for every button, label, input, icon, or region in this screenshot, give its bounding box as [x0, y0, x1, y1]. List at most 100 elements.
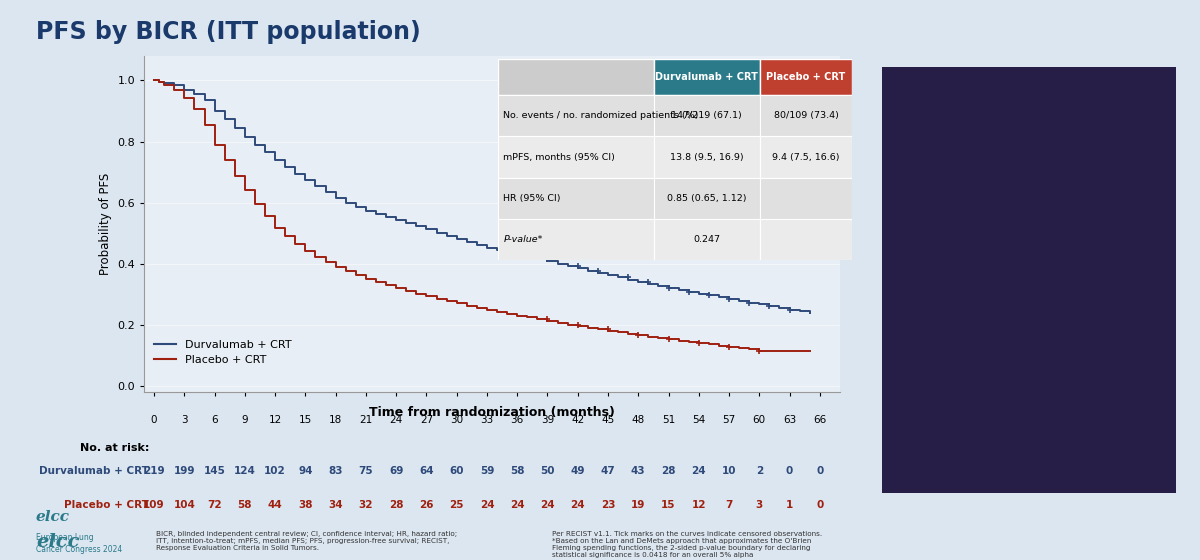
Text: Cancer Congress 2024: Cancer Congress 2024: [36, 544, 122, 554]
Text: 0: 0: [786, 466, 793, 475]
Bar: [654, 95, 760, 137]
Bar: [654, 178, 760, 219]
Text: 32: 32: [359, 500, 373, 510]
Text: 124: 124: [234, 466, 256, 475]
Text: 60: 60: [450, 466, 464, 475]
Text: 28: 28: [661, 466, 676, 475]
Text: 145: 145: [204, 466, 226, 475]
Text: 199: 199: [174, 466, 196, 475]
Text: 12: 12: [691, 500, 706, 510]
Text: 63: 63: [782, 416, 796, 425]
Text: 21: 21: [359, 416, 372, 425]
Text: 2: 2: [756, 466, 763, 475]
Text: 3: 3: [756, 500, 763, 510]
Text: 3: 3: [181, 416, 187, 425]
Text: 24: 24: [540, 500, 554, 510]
Text: Per RECIST v1.1. Tick marks on the curves indicate censored observations.
*Based: Per RECIST v1.1. Tick marks on the curve…: [552, 531, 822, 558]
Text: 33: 33: [480, 416, 493, 425]
Bar: [760, 219, 852, 260]
Text: HR (95% CI): HR (95% CI): [503, 194, 560, 203]
Bar: [760, 95, 852, 137]
Bar: [654, 219, 760, 260]
Text: 75: 75: [359, 466, 373, 475]
Bar: [498, 95, 654, 137]
Text: 19: 19: [631, 500, 646, 510]
Bar: [498, 219, 654, 260]
Bar: [498, 137, 654, 178]
Text: 50: 50: [540, 466, 554, 475]
Text: 64: 64: [419, 466, 433, 475]
Text: 58: 58: [238, 500, 252, 510]
Text: elcc: elcc: [36, 533, 79, 551]
Text: 6: 6: [211, 416, 218, 425]
Text: Placebo + CRT: Placebo + CRT: [64, 500, 149, 510]
Text: 44: 44: [268, 500, 282, 510]
Text: 57: 57: [722, 416, 736, 425]
Text: 38: 38: [298, 500, 313, 510]
Text: 43: 43: [631, 466, 646, 475]
Text: 24: 24: [390, 416, 403, 425]
Bar: [498, 178, 654, 219]
Bar: [654, 137, 760, 178]
Text: Time from randomization (months): Time from randomization (months): [370, 406, 614, 419]
Text: 104: 104: [174, 500, 196, 510]
Text: 1: 1: [786, 500, 793, 510]
Text: 36: 36: [510, 416, 524, 425]
Text: 24: 24: [480, 500, 494, 510]
Bar: [760, 178, 852, 219]
Text: 51: 51: [662, 416, 676, 425]
Legend: Durvalumab + CRT, Placebo + CRT: Durvalumab + CRT, Placebo + CRT: [150, 335, 296, 370]
Text: 15: 15: [661, 500, 676, 510]
Text: 28: 28: [389, 500, 403, 510]
Text: 42: 42: [571, 416, 584, 425]
Text: 24: 24: [510, 500, 524, 510]
Text: Durvalumab + CRT: Durvalumab + CRT: [655, 72, 758, 82]
Text: Durvalumab + CRT: Durvalumab + CRT: [40, 466, 149, 475]
Text: 47: 47: [601, 466, 616, 475]
Text: 13.8 (9.5, 16.9): 13.8 (9.5, 16.9): [670, 152, 744, 162]
Text: 54: 54: [692, 416, 706, 425]
Text: 83: 83: [329, 466, 343, 475]
Text: 23: 23: [601, 500, 616, 510]
Text: BICR, blinded independent central review; CI, confidence interval; HR, hazard ra: BICR, blinded independent central review…: [156, 531, 457, 551]
Text: 24: 24: [570, 500, 586, 510]
Text: 30: 30: [450, 416, 463, 425]
Text: 80/109 (73.4): 80/109 (73.4): [774, 111, 839, 120]
Text: 66: 66: [814, 416, 827, 425]
Text: 9: 9: [241, 416, 248, 425]
Text: 9.4 (7.5, 16.6): 9.4 (7.5, 16.6): [773, 152, 840, 162]
Text: 12: 12: [269, 416, 282, 425]
Text: 26: 26: [419, 500, 433, 510]
Text: European Lung: European Lung: [36, 533, 94, 543]
Bar: [760, 59, 852, 95]
Text: Placebo + CRT: Placebo + CRT: [767, 72, 846, 82]
Text: 69: 69: [389, 466, 403, 475]
Text: No. events / no. randomized patients (%): No. events / no. randomized patients (%): [503, 111, 698, 120]
Text: 39: 39: [541, 416, 554, 425]
Y-axis label: Probability of PFS: Probability of PFS: [98, 173, 112, 275]
Text: 34: 34: [329, 500, 343, 510]
Text: P-value*: P-value*: [503, 235, 542, 244]
Text: 102: 102: [264, 466, 286, 475]
Bar: [654, 59, 760, 95]
Text: No. at risk:: No. at risk:: [79, 443, 149, 453]
Text: 109: 109: [143, 500, 164, 510]
Text: 0: 0: [816, 500, 823, 510]
Bar: [760, 137, 852, 178]
Text: 0: 0: [816, 466, 823, 475]
Text: 60: 60: [752, 416, 766, 425]
Text: 94: 94: [298, 466, 313, 475]
Text: 219: 219: [143, 466, 164, 475]
Text: 0: 0: [151, 416, 157, 425]
Text: 7: 7: [725, 500, 733, 510]
Text: 10: 10: [721, 466, 737, 475]
Text: 59: 59: [480, 466, 494, 475]
Text: 72: 72: [208, 500, 222, 510]
Text: mPFS, months (95% CI): mPFS, months (95% CI): [503, 152, 616, 162]
Text: 0.247: 0.247: [694, 235, 720, 244]
Text: 25: 25: [450, 500, 464, 510]
Text: PFS by BICR (ITT population): PFS by BICR (ITT population): [36, 20, 421, 44]
Text: 0.85 (0.65, 1.12): 0.85 (0.65, 1.12): [667, 194, 746, 203]
Text: 48: 48: [631, 416, 644, 425]
Text: 147/219 (67.1): 147/219 (67.1): [672, 111, 743, 120]
